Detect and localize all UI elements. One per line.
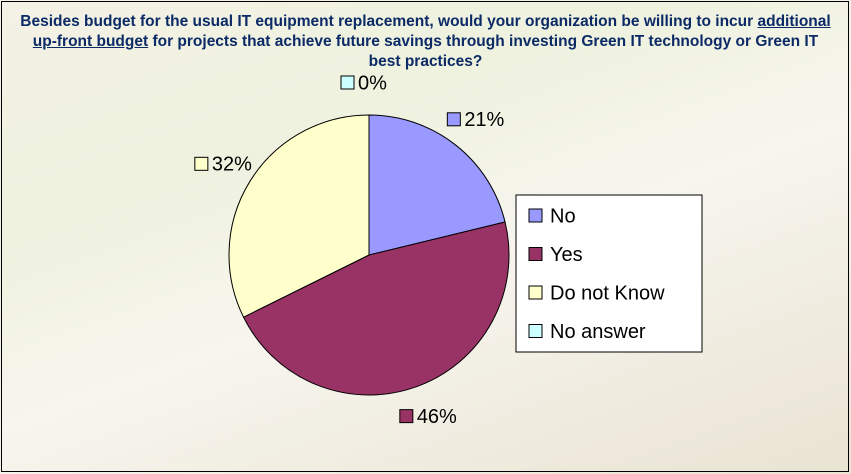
label-swatch <box>340 75 355 90</box>
legend-swatch <box>528 285 543 300</box>
legend-swatch <box>528 247 543 261</box>
pie-slice <box>228 114 370 318</box>
data-label: 21% <box>464 109 504 131</box>
chart-title: Besides budget for the usual IT equipmen… <box>20 12 831 72</box>
data-label: 46% <box>417 406 457 428</box>
label-swatch <box>446 112 461 127</box>
legend-swatch <box>528 208 543 223</box>
data-label: 32% <box>212 154 252 176</box>
title-part: additional up-front budget <box>32 13 831 50</box>
pie-slice <box>368 114 506 256</box>
legend-label: Yes <box>550 244 583 266</box>
title-part: for projects that achieve future savings… <box>148 33 819 70</box>
legend-label: No <box>550 205 576 227</box>
data-label: 0% <box>358 72 387 94</box>
title-part: Besides budget for the usual IT equipmen… <box>20 13 758 30</box>
pie-slice <box>242 221 510 396</box>
legend-box <box>515 194 703 353</box>
legend-label: Do not Know <box>550 282 665 304</box>
label-swatch <box>194 156 209 171</box>
legend-label: No answer <box>550 321 646 343</box>
legend-swatch <box>528 324 543 338</box>
label-swatch <box>399 409 414 424</box>
